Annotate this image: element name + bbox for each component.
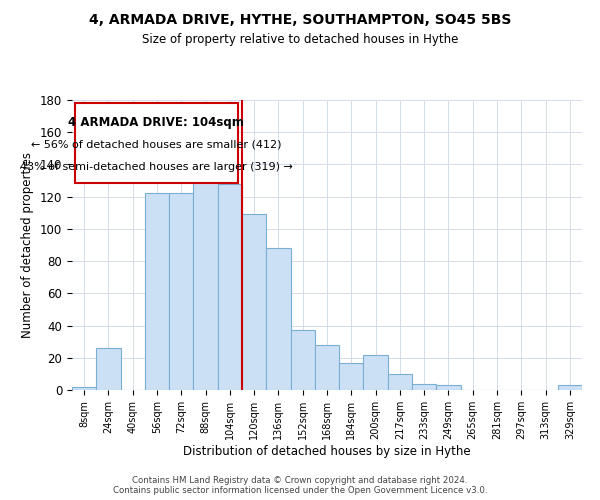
Bar (218, 184, 242, 390)
X-axis label: Distribution of detached houses by size in Hythe: Distribution of detached houses by size … (183, 444, 471, 458)
Bar (315, 345, 339, 390)
Text: Size of property relative to detached houses in Hythe: Size of property relative to detached ho… (142, 32, 458, 46)
Y-axis label: Number of detached properties: Number of detached properties (22, 152, 34, 338)
Text: Contains public sector information licensed under the Open Government Licence v3: Contains public sector information licen… (113, 486, 487, 495)
Bar (339, 362, 364, 390)
Bar (72, 387, 96, 390)
Text: ← 56% of detached houses are smaller (412): ← 56% of detached houses are smaller (41… (31, 139, 281, 149)
Bar (388, 374, 412, 390)
Bar (412, 384, 436, 390)
Bar (436, 385, 461, 390)
Text: 4, ARMADA DRIVE, HYTHE, SOUTHAMPTON, SO45 5BS: 4, ARMADA DRIVE, HYTHE, SOUTHAMPTON, SO4… (89, 12, 511, 26)
Bar (364, 354, 388, 390)
Bar (193, 156, 218, 390)
Bar (266, 248, 290, 390)
Bar (145, 194, 169, 390)
Bar (558, 385, 582, 390)
Text: 43% of semi-detached houses are larger (319) →: 43% of semi-detached houses are larger (… (20, 162, 293, 172)
FancyBboxPatch shape (74, 103, 238, 182)
Text: Contains HM Land Registry data © Crown copyright and database right 2024.: Contains HM Land Registry data © Crown c… (132, 476, 468, 485)
Bar (96, 348, 121, 390)
Bar (169, 194, 193, 390)
Text: 4 ARMADA DRIVE: 104sqm: 4 ARMADA DRIVE: 104sqm (68, 116, 244, 129)
Bar (242, 214, 266, 390)
Bar (290, 330, 315, 390)
